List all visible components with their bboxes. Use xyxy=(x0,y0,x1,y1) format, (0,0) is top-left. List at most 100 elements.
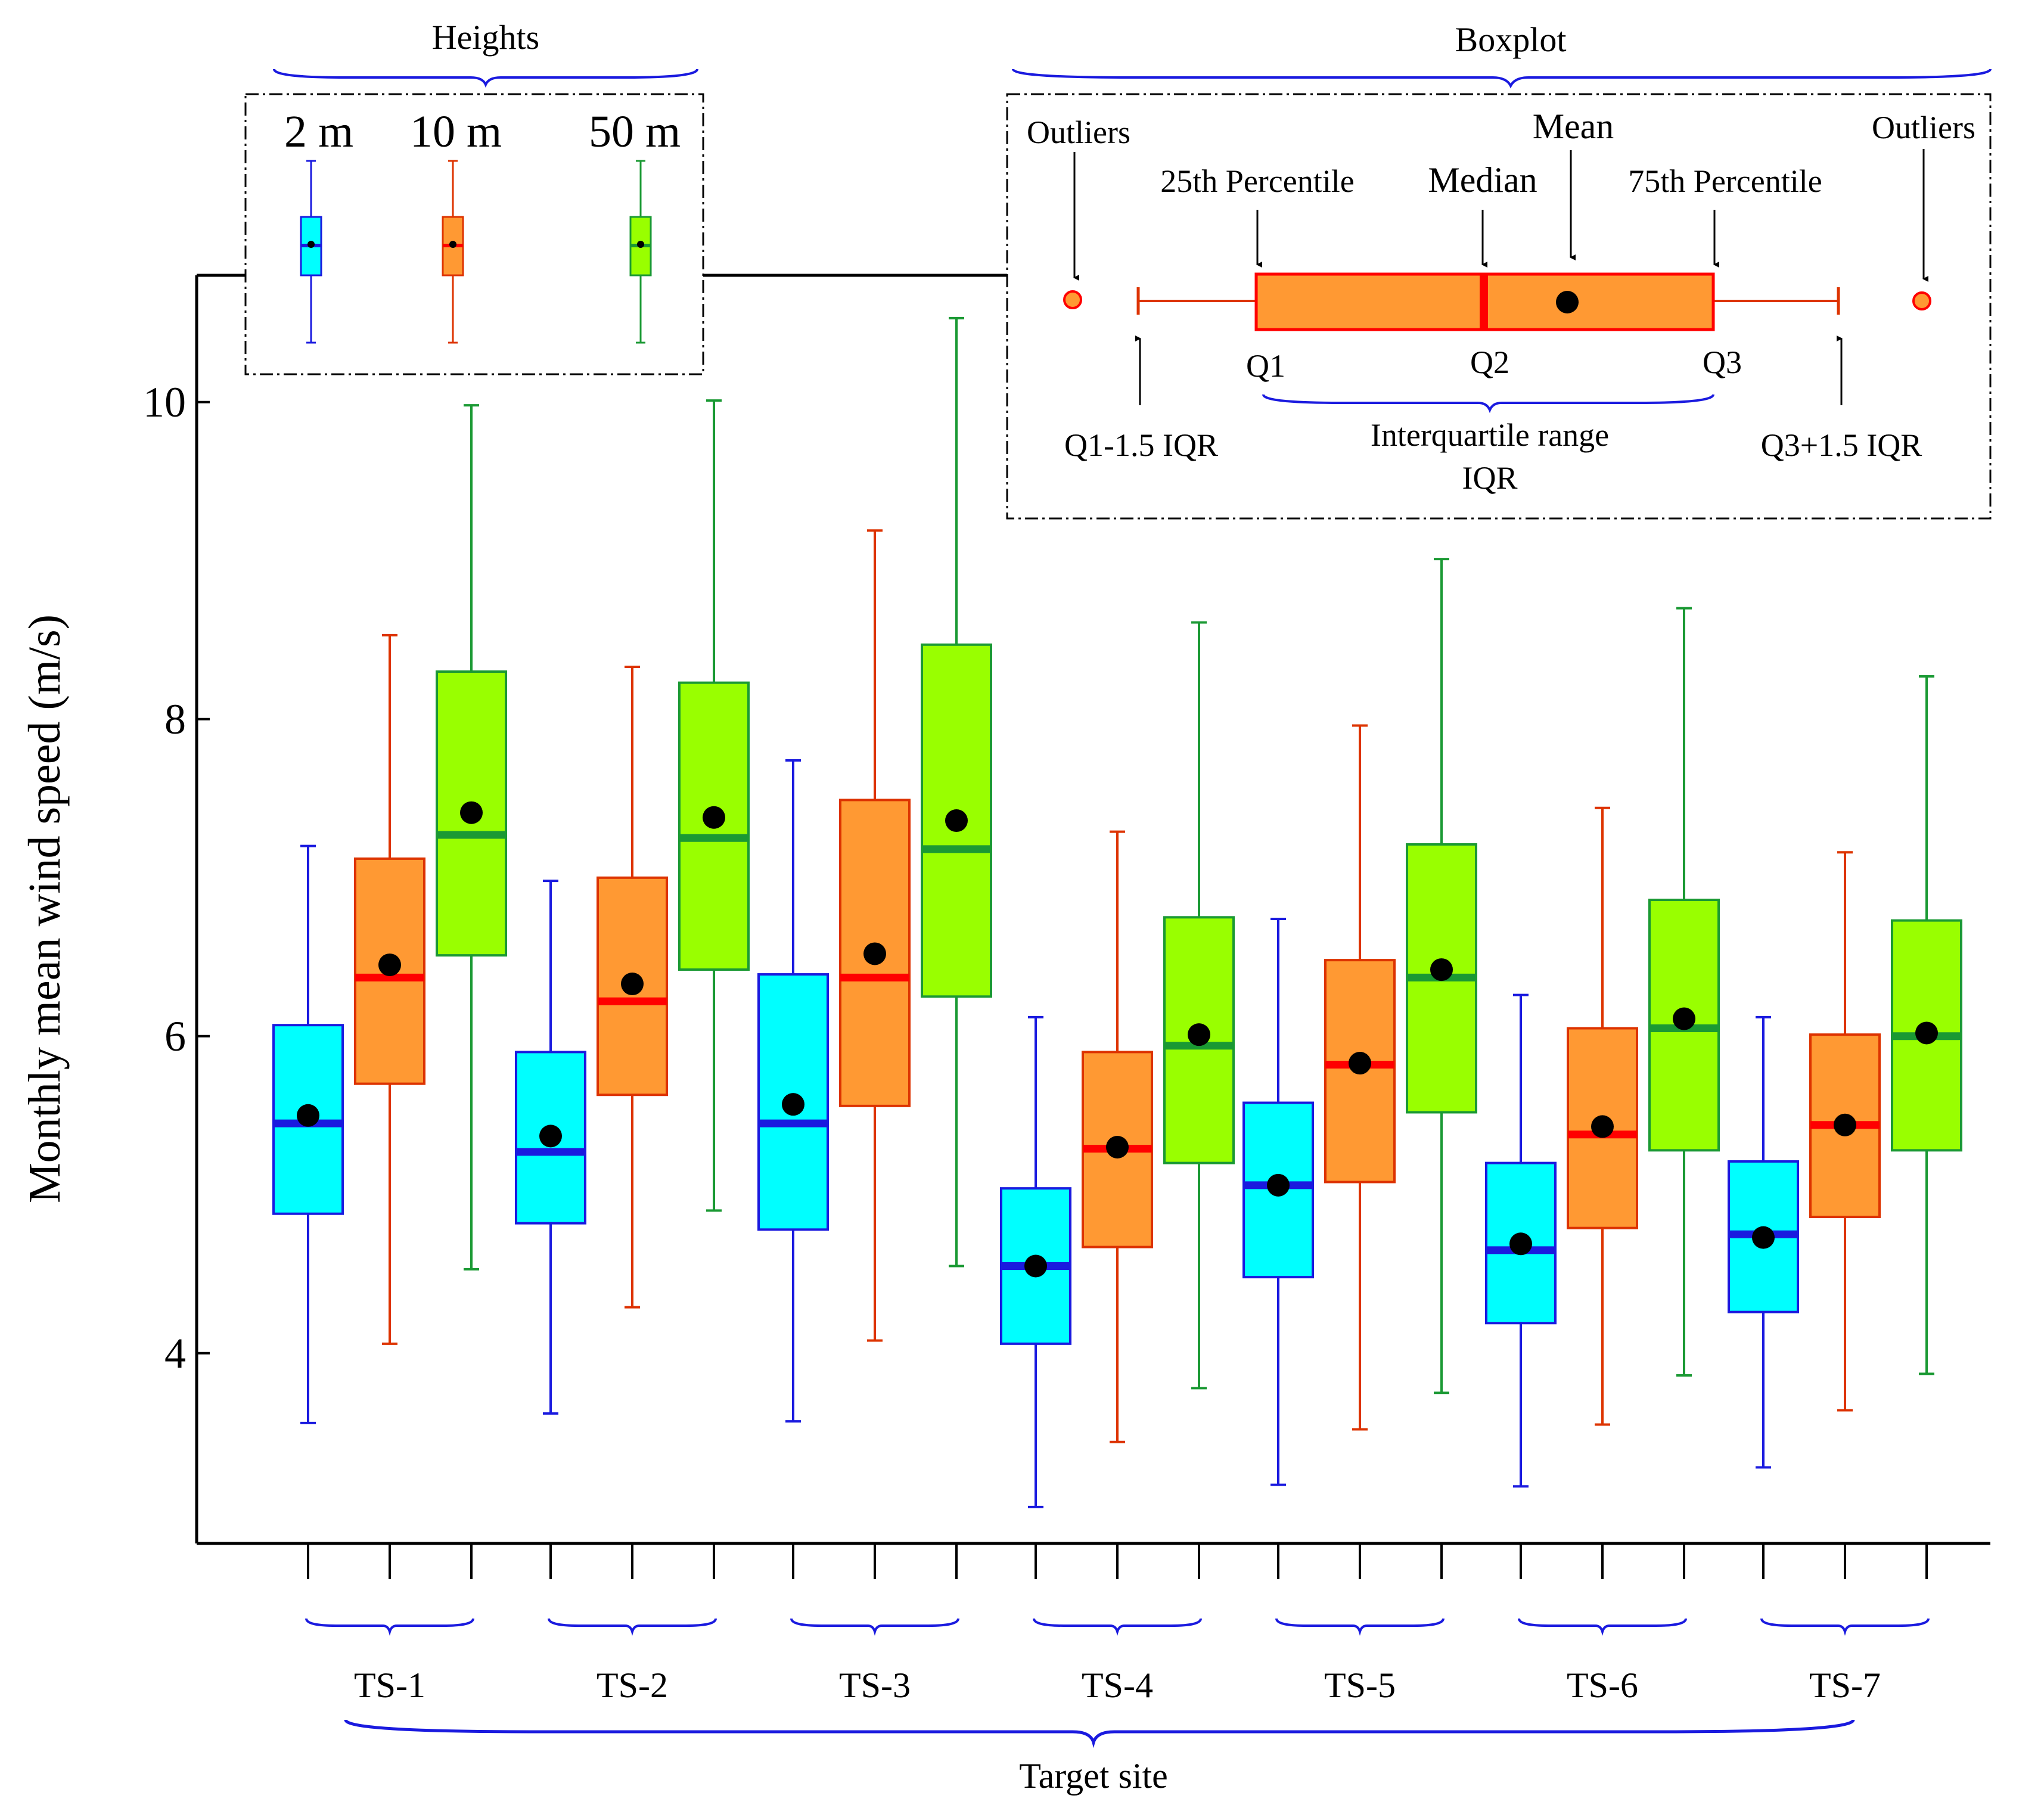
site-label-TS-5: TS-5 xyxy=(1324,1666,1396,1705)
mean-TS-3-2m xyxy=(782,1093,804,1116)
mean-TS-1-2m xyxy=(297,1104,319,1127)
box-TS-2-2m xyxy=(515,880,586,1415)
site-label-TS-4: TS-4 xyxy=(1082,1666,1153,1705)
box-TS-1-2m xyxy=(272,844,344,1424)
heights-legend-brace xyxy=(273,69,698,88)
site-labels: TS-1 TS-2 TS-3 TS-4 TS-5 TS-6 TS-7 xyxy=(305,1618,1930,1705)
mean-TS-2-10m xyxy=(621,973,644,996)
heights-legend-items: 2 m 10 m 50 m xyxy=(284,107,681,344)
median-label: Median xyxy=(1428,160,1537,200)
heights-legend-mean-50m xyxy=(637,241,644,248)
box-TS-5-2m xyxy=(1242,917,1314,1486)
schematic-mean-marker xyxy=(1556,291,1579,313)
site-brace-TS-2 xyxy=(548,1618,717,1636)
mean-TS-4-10m xyxy=(1106,1136,1129,1158)
box-TS-1-10m xyxy=(354,633,425,1345)
p75-label: 75th Percentile xyxy=(1628,163,1822,199)
schematic-outlier-right xyxy=(1912,291,1931,310)
box-TS-6-10m xyxy=(1567,806,1638,1426)
y-tick-label-4: 4 xyxy=(164,1330,186,1377)
q1-label: Q1 xyxy=(1246,348,1285,384)
site-brace-TS-3 xyxy=(790,1618,959,1636)
iqr-label-line2: IQR xyxy=(1462,460,1518,496)
boxplot-legend: Boxplot Outliers Outliers 25th Percentil… xyxy=(1006,20,1992,520)
p25-label: 25th Percentile xyxy=(1160,163,1354,199)
x-axis-label: Target site xyxy=(1019,1756,1168,1796)
mean-TS-5-50m xyxy=(1430,958,1453,981)
site-brace-TS-5 xyxy=(1275,1618,1445,1636)
heights-legend-mean-10m xyxy=(449,241,456,248)
mean-TS-4-50m xyxy=(1188,1023,1210,1046)
site-brace-TS-6 xyxy=(1518,1618,1687,1636)
lower-fence-label: Q1-1.5 IQR xyxy=(1064,427,1218,463)
site-brace-TS-1 xyxy=(305,1618,474,1636)
boxplot-legend-brace xyxy=(1012,69,1992,89)
schematic-outlier-left xyxy=(1063,290,1082,309)
outliers-left-label: Outliers xyxy=(1027,114,1130,150)
heights-legend-label-10m: 10 m xyxy=(410,107,502,157)
box-TS-7-2m xyxy=(1728,1015,1799,1469)
mean-TS-6-10m xyxy=(1591,1115,1614,1138)
heights-legend-item-10m: 10 m xyxy=(410,107,502,344)
q2-label: Q2 xyxy=(1470,344,1509,380)
box-TS-5-50m xyxy=(1406,558,1477,1394)
site-label-TS-1: TS-1 xyxy=(354,1666,425,1705)
mean-TS-2-50m xyxy=(703,806,725,829)
site-label-TS-6: TS-6 xyxy=(1567,1666,1638,1705)
mean-TS-7-10m xyxy=(1834,1113,1856,1136)
box-TS-7-50m xyxy=(1891,675,1962,1375)
heights-legend-item-50m: 50 m xyxy=(589,107,681,344)
y-tick-label-8: 8 xyxy=(164,695,186,743)
heights-legend-title: Heights xyxy=(432,18,539,57)
site-label-TS-3: TS-3 xyxy=(839,1666,911,1705)
mean-TS-5-2m xyxy=(1267,1173,1290,1197)
heights-legend-label-50m: 50 m xyxy=(589,107,681,157)
outliers-right-label: Outliers xyxy=(1872,110,1975,145)
box-TS-3-2m xyxy=(757,759,829,1423)
mean-TS-6-50m xyxy=(1673,1007,1695,1030)
target-site-brace xyxy=(344,1719,1855,1748)
y-axis: 4 6 8 10 xyxy=(143,378,210,1377)
mean-TS-1-50m xyxy=(460,801,483,824)
box-TS-4-50m xyxy=(1163,621,1235,1390)
mean-TS-3-10m xyxy=(863,942,886,965)
x-axis-ticks xyxy=(307,1543,1928,1579)
mean-TS-6-2m xyxy=(1509,1232,1532,1256)
heights-legend-item-2m: 2 m xyxy=(284,107,353,344)
y-tick-label-6: 6 xyxy=(164,1012,186,1060)
mean-TS-2-2m xyxy=(539,1125,562,1148)
box-TS-1-50m xyxy=(436,404,507,1271)
box-TS-3-50m xyxy=(921,316,992,1268)
upper-fence-label: Q3+1.5 IQR xyxy=(1761,427,1922,463)
boxplot-legend-title: Boxplot xyxy=(1455,20,1567,59)
site-label-TS-7: TS-7 xyxy=(1809,1666,1881,1705)
site-label-TS-2: TS-2 xyxy=(597,1666,668,1705)
mean-TS-5-10m xyxy=(1349,1052,1371,1075)
mean-label: Mean xyxy=(1533,107,1614,146)
mean-TS-7-50m xyxy=(1915,1021,1938,1045)
mean-TS-3-50m xyxy=(945,809,968,833)
mean-TS-4-2m xyxy=(1024,1254,1047,1278)
iqr-brace xyxy=(1262,394,1714,414)
site-brace-TS-4 xyxy=(1033,1618,1202,1636)
site-brace-TS-7 xyxy=(1760,1618,1930,1636)
iqr-label-line1: Interquartile range xyxy=(1371,417,1609,453)
q3-label: Q3 xyxy=(1703,344,1742,380)
y-axis-label: Monthly mean wind speed (m/s) xyxy=(20,614,70,1203)
box-TS-7-10m xyxy=(1809,851,1881,1412)
box-TS-2-50m xyxy=(678,399,750,1212)
heights-legend-mean-2m xyxy=(307,241,315,248)
y-tick-label-10: 10 xyxy=(143,378,186,426)
box-TS-4-2m xyxy=(1000,1015,1071,1508)
box-TS-4-10m xyxy=(1082,830,1153,1443)
box-series xyxy=(272,316,1962,1508)
box-TS-6-50m xyxy=(1648,607,1720,1377)
box-TS-3-10m xyxy=(839,529,911,1342)
mean-TS-1-10m xyxy=(378,953,401,977)
box-TS-5-10m xyxy=(1324,724,1396,1431)
mean-TS-7-2m xyxy=(1752,1226,1775,1249)
box-TS-6-2m xyxy=(1485,993,1557,1488)
heights-legend: Heights 2 m 10 m 50 m xyxy=(244,18,704,375)
box-TS-2-10m xyxy=(597,666,668,1309)
